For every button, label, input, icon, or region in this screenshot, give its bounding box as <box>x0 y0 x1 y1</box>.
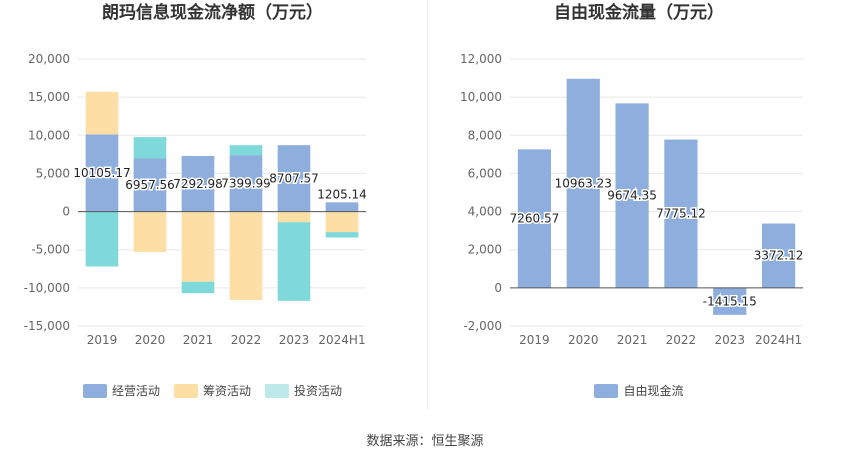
free-cash-flow-y-tick-label: 2,000 <box>468 243 502 257</box>
cash-flow-bar-1 <box>133 158 167 212</box>
cash-flow-bar-2 <box>229 211 263 301</box>
free-cash-flow-data-label: -1415.15 <box>703 294 757 308</box>
free-cash-flow-y-tick-label: 10,000 <box>460 90 502 104</box>
free-cash-flow-chart-title: 自由现金流量（万元） <box>554 3 724 23</box>
cash-flow-legend-label: 经营活动 <box>111 384 160 398</box>
free-cash-flow-x-tick-label: 2022 <box>666 333 697 347</box>
cash-flow-x-tick-label: 2022 <box>231 333 262 347</box>
cash-flow-bar-2 <box>325 211 359 233</box>
free-cash-flow-y-tick-label: -2,000 <box>463 319 502 333</box>
cash-flow-legend-item[interactable]: 筹资活动 <box>173 382 251 399</box>
free-cash-flow-y-tick-label: 0 <box>494 281 502 295</box>
cash-flow-legend-label: 投资活动 <box>294 384 343 398</box>
free-cash-flow-legend: 自由现金流 <box>428 382 850 399</box>
panel-divider <box>427 0 428 410</box>
cash-flow-y-tick-label: 0 <box>62 205 70 219</box>
cash-flow-chart-title: 朗玛信息现金流净额（万元） <box>102 3 323 23</box>
cash-flow-bar-2 <box>181 211 215 282</box>
cash-flow-y-tick-label: 5,000 <box>36 166 70 180</box>
cash-flow-data-label: 7399.99 <box>221 176 271 190</box>
cash-flow-y-tick-label: 20,000 <box>28 52 70 66</box>
cash-flow-y-tick-label: -10,000 <box>24 281 70 295</box>
cash-flow-legend-item[interactable]: 投资活动 <box>265 382 342 399</box>
cash-flow-bar-1 <box>325 202 359 212</box>
cash-flow-bar-2 <box>133 211 167 253</box>
cash-flow-y-tick-label: -5,000 <box>31 243 70 257</box>
cash-flow-bar-2 <box>277 211 311 223</box>
free-cash-flow-y-tick-label: 8,000 <box>468 128 502 142</box>
free-cash-flow-data-label: 7775.12 <box>656 207 706 221</box>
free-cash-flow-bar-1 <box>615 103 649 288</box>
cash-flow-y-tick-label: 10,000 <box>28 128 70 142</box>
cash-flow-legend-swatch <box>173 383 198 398</box>
free-cash-flow-x-tick-label: 2021 <box>617 333 648 347</box>
cash-flow-bar-3 <box>181 281 215 294</box>
free-cash-flow-legend-label: 自由现金流 <box>623 384 684 398</box>
cash-flow-bar-1 <box>181 155 215 212</box>
cash-flow-y-tick-label: -15,000 <box>24 319 70 333</box>
cash-flow-legend-label: 筹资活动 <box>202 384 251 398</box>
cash-flow-data-label: 8707.57 <box>269 171 319 185</box>
cash-flow-legend-item[interactable]: 经营活动 <box>82 382 160 399</box>
free-cash-flow-y-tick-label: 6,000 <box>468 166 502 180</box>
cash-flow-x-tick-label: 2020 <box>135 333 166 347</box>
cash-flow-bar-3 <box>229 145 263 156</box>
free-cash-flow-bar-1 <box>566 78 600 288</box>
cash-flow-x-tick-label: 2019 <box>87 333 118 347</box>
cash-flow-bar-3 <box>133 137 167 159</box>
cash-flow-data-label: 7292.98 <box>173 177 223 191</box>
cash-flow-data-label: 6957.56 <box>125 178 175 192</box>
free-cash-flow-bar-1 <box>761 223 796 288</box>
free-cash-flow-data-label: 7260.57 <box>510 212 560 226</box>
cash-flow-data-label: 10105.17 <box>73 166 130 180</box>
free-cash-flow-chart: 12,000 10,000 8,000 6,000 4,000 2,000 0 -2,000 2… <box>460 52 805 347</box>
cash-flow-x-tick-label: 2024H1 <box>318 333 365 347</box>
free-cash-flow-bar-1 <box>664 139 698 288</box>
cash-flow-bar-3 <box>325 232 359 238</box>
free-cash-flow-legend-item[interactable]: 自由现金流 <box>594 382 684 399</box>
data-source: 数据来源：恒生聚源 <box>366 434 484 449</box>
free-cash-flow-data-label: 9674.35 <box>607 189 657 203</box>
cash-flow-bar-3 <box>85 211 119 267</box>
free-cash-flow-data-label: 10963.23 <box>555 176 612 190</box>
free-cash-flow-x-tick-label: 2020 <box>568 333 599 347</box>
cash-flow-bar-1 <box>277 145 311 212</box>
cash-flow-x-tick-label: 2021 <box>183 333 214 347</box>
cash-flow-x-tick-label: 2023 <box>279 333 310 347</box>
free-cash-flow-y-tick-label: 4,000 <box>468 205 502 219</box>
free-cash-flow-data-label: 3372.12 <box>754 249 804 263</box>
cash-flow-chart: 20,000 15,000 10,000 5,000 0 -5,000 -10,000 -15… <box>24 52 369 347</box>
cash-flow-bar-2 <box>85 91 119 135</box>
free-cash-flow-legend-swatch <box>594 383 619 398</box>
free-cash-flow-x-tick-label: 2024H1 <box>755 333 802 347</box>
cash-flow-legend-swatch <box>265 383 289 398</box>
free-cash-flow-y-tick-label: 12,000 <box>460 52 502 66</box>
cash-flow-bar-3 <box>277 222 311 301</box>
cash-flow-data-label: 1205.14 <box>317 187 367 201</box>
free-cash-flow-x-tick-label: 2019 <box>519 333 550 347</box>
cash-flow-y-tick-label: 15,000 <box>28 90 70 104</box>
free-cash-flow-bar-1 <box>517 149 552 288</box>
cash-flow-legend-swatch <box>82 383 107 398</box>
free-cash-flow-x-tick-label: 2023 <box>714 333 745 347</box>
cash-flow-legend: 经营活动 筹资活动 投资活动 <box>0 382 425 399</box>
cash-flow-chart-panel: 朗玛信息现金流净额（万元） 20,000 15,000 10,000 5,000 0 -5… <box>0 0 425 410</box>
free-cash-flow-chart-panel: 自由现金流量（万元） 12,000 10,000 8,000 6,000 4,000 2,… <box>428 0 850 410</box>
cash-flow-bar-1 <box>229 155 263 212</box>
free-cash-flow-bar-1 <box>713 287 747 315</box>
cash-flow-bar-1 <box>85 134 119 212</box>
